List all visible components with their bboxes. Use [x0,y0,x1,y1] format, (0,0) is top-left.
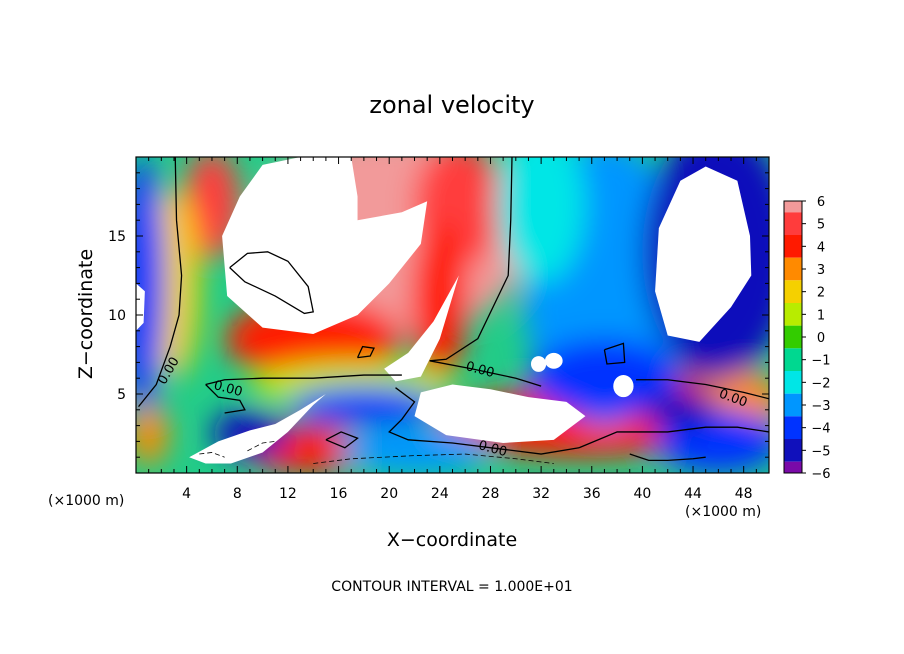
colorbar-swatch-2 [784,235,802,258]
x-unit-label-left: (×1000 m) [48,493,124,509]
y-axis-ticks: 5 10 15 [108,172,769,458]
contour-line-10 [603,342,626,365]
contour-line-14 [313,453,554,464]
field-blob-14 [496,157,586,284]
colorbar-swatch-1 [784,212,802,235]
contour-line-6 [578,426,769,449]
colorbar-label-10: −4 [811,422,830,437]
saturated-region-3 [189,394,326,464]
contour-labels: 0.000.000.000.000.00 [155,355,749,460]
colorbar-label-0: 6 [817,195,825,210]
contour-label-2: 0.00 [464,359,496,381]
contour-line-1 [205,374,402,386]
x-tick-label-7: 32 [532,486,550,502]
colorbar-label-6: 0 [817,331,825,346]
contour-line-13 [247,441,276,452]
field-blob-20 [338,425,491,473]
contour-label-text-3: 0.00 [477,438,509,460]
contour-line-0 [138,157,183,408]
field-blob-7 [136,401,168,466]
saturated-region-2 [414,384,586,443]
colorbar-label-5: 1 [817,308,825,323]
y-tick-label-1: 10 [108,308,126,324]
colorbar-swatch-6 [784,325,802,349]
contour-line-11 [629,453,706,462]
contour-line-12 [229,251,315,315]
contour-line-3 [429,157,513,362]
x-tick-label-3: 16 [330,486,348,502]
colorbar-label-11: −5 [811,444,830,459]
colorbar-label-2: 4 [817,240,825,255]
x-axis-ticks: 4 8 12 16 20 24 28 32 36 40 44 48 [148,157,757,502]
contour-line-5 [388,387,580,455]
colorbar: 6 5 4 3 2 1 0 −1 −2 −3 −4 −5 −6 [783,195,831,482]
contour-line-15 [199,452,225,458]
colorbar-swatch-10 [784,416,802,439]
contour-label-text-2: 0.00 [464,359,496,381]
y-axis-label: Z−coordinate [75,249,97,379]
saturated-spot-0 [530,356,547,372]
contour-line-7 [636,379,769,400]
colorbar-swatch-5 [784,303,802,326]
x-tick-label-0: 4 [182,486,191,502]
colorbar-swatch-4 [784,280,802,303]
field-blob-16 [287,386,440,425]
saturated-spot-2 [613,375,634,398]
colorbar-swatch-12 [784,461,802,473]
field-blob-21 [642,390,719,429]
x-tick-label-1: 8 [233,486,242,502]
y-tick-label-0: 5 [117,387,126,403]
plot-area: 0.000.000.000.000.00 [135,156,770,474]
x-unit-label-right: (×1000 m) [685,504,761,520]
colorbar-label-4: 2 [817,286,825,301]
saturated-region-0 [222,157,428,334]
zero-contours [138,157,769,464]
saturated-region-5 [136,283,145,331]
x-tick-label-9: 40 [633,486,651,502]
x-tick-label-8: 36 [583,486,601,502]
x-tick-label-2: 12 [279,486,297,502]
colorbar-swatch-8 [784,371,802,394]
colorbar-swatch-9 [784,393,802,417]
colorbar-label-7: −1 [811,354,830,369]
contour-label-text-1: 0.00 [212,378,244,400]
field-blob-15 [136,157,166,410]
contour-line-8 [325,431,359,449]
x-tick-label-11: 48 [735,486,753,502]
colorbar-swatch-7 [784,348,802,371]
contour-label-3: 0.00 [477,438,509,460]
colorbar-swatch-0 [784,201,802,213]
saturated-spot-1 [544,352,563,369]
colorbar-label-3: 3 [817,263,825,278]
colorbar-label-1: 5 [817,218,825,233]
colorbar-label-12: −6 [811,467,830,482]
contour-label-1: 0.00 [212,378,244,400]
contour-line-2 [205,384,246,414]
y-tick-label-2: 15 [108,229,126,245]
field-blob-17 [528,338,681,418]
contour-interval-note: CONTOUR INTERVAL = 1.000E+01 [331,579,572,595]
colorbar-label-8: −2 [811,376,830,391]
colorbar-swatch-11 [784,439,802,462]
chart-title: zonal velocity [369,91,534,119]
x-tick-label-4: 20 [380,486,398,502]
x-axis-label: X−coordinate [387,529,517,551]
x-tick-label-5: 24 [431,486,449,502]
colorbar-swatch-3 [784,257,802,281]
saturated-region-4 [384,275,459,382]
saturated-regions [136,157,752,464]
colorbar-label-9: −3 [811,399,830,414]
x-tick-label-6: 28 [482,486,500,502]
x-tick-label-10: 44 [684,486,702,502]
contour-line-9 [356,345,375,359]
saturated-region-1 [655,166,752,342]
contour-line-4 [429,360,542,387]
